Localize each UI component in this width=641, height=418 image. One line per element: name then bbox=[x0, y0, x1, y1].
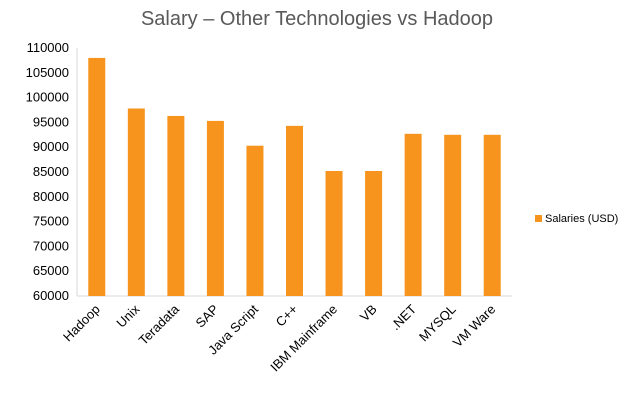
bars bbox=[88, 57, 501, 297]
bar bbox=[167, 115, 185, 297]
chart-title: Salary – Other Technologies vs Hadoop bbox=[141, 8, 493, 30]
y-tick-label: 90000 bbox=[33, 139, 69, 154]
x-tick-label: Unix bbox=[113, 301, 142, 330]
bar bbox=[325, 171, 343, 296]
bar bbox=[483, 134, 501, 296]
y-axis: 60000 65000 70000 75000 80000 85000 90000 95000… bbox=[26, 40, 78, 303]
bar bbox=[444, 134, 462, 296]
x-tick-label: VB bbox=[357, 302, 380, 325]
x-tick-label: .NET bbox=[388, 301, 420, 333]
bar bbox=[286, 125, 303, 296]
y-tick-label: 110000 bbox=[27, 40, 69, 55]
bar bbox=[365, 171, 383, 296]
bar bbox=[88, 57, 106, 296]
x-tick-label: C++ bbox=[273, 302, 301, 330]
bar bbox=[127, 108, 145, 297]
bar bbox=[404, 133, 422, 296]
y-tick-label: 100000 bbox=[26, 90, 69, 105]
y-tick-label: 95000 bbox=[33, 114, 69, 129]
x-tick-label: Hadoop bbox=[60, 302, 103, 345]
x-tick-label: VM Ware bbox=[450, 302, 499, 351]
legend-swatch bbox=[535, 215, 542, 222]
y-tick-label: 85000 bbox=[33, 164, 69, 179]
x-tick-label: Teradata bbox=[136, 301, 183, 348]
bar bbox=[246, 145, 264, 296]
y-tick-label: 105000 bbox=[26, 65, 69, 80]
x-tick-label: SAP bbox=[193, 302, 222, 331]
y-tick-label: 70000 bbox=[33, 238, 69, 253]
y-tick-label: 65000 bbox=[33, 263, 69, 278]
y-tick-label: 80000 bbox=[33, 189, 69, 204]
legend: Salaries (USD) bbox=[535, 213, 618, 225]
y-tick-label: 75000 bbox=[33, 214, 69, 229]
bar bbox=[206, 120, 224, 296]
y-tick-label: 60000 bbox=[33, 288, 69, 303]
legend-label: Salaries (USD) bbox=[545, 213, 618, 225]
